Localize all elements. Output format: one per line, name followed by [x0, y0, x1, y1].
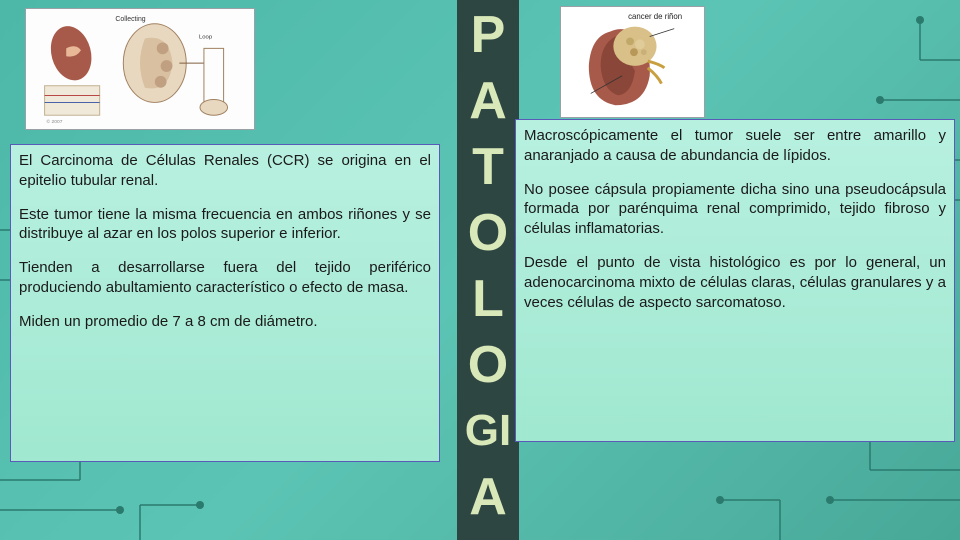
paragraph: Desde el punto de vista histológico es p… — [524, 253, 946, 312]
paragraph: Tienden a desarrollarse fuera del tejido… — [19, 258, 431, 298]
svg-text:cancer de riñon: cancer de riñon — [628, 12, 682, 21]
kidney-diagram-image: © 2007 Collecting Loop — [25, 8, 255, 130]
svg-text:Collecting: Collecting — [115, 16, 145, 23]
center-letter: O — [468, 200, 508, 266]
center-letter: GI — [465, 398, 511, 464]
paragraph: Miden un promedio de 7 a 8 cm de diámetr… — [19, 312, 431, 332]
svg-text:© 2007: © 2007 — [47, 118, 63, 125]
paragraph: Este tumor tiene la misma frecuencia en … — [19, 205, 431, 245]
center-title-bar: P A T O L O GI A — [457, 0, 519, 540]
svg-text:Loop: Loop — [199, 35, 213, 41]
center-letter: P — [471, 2, 506, 68]
right-text-panel: Macroscópicamente el tumor suele ser ent… — [515, 119, 955, 442]
center-letter: A — [469, 464, 507, 530]
center-letter: L — [472, 266, 504, 332]
paragraph: El Carcinoma de Células Renales (CCR) se… — [19, 151, 431, 191]
center-letter: T — [472, 134, 504, 200]
kidney-cancer-image: cancer de riñon — [560, 6, 705, 118]
paragraph: Macroscópicamente el tumor suele ser ent… — [524, 126, 946, 166]
center-letter: A — [469, 68, 507, 134]
paragraph: No posee cápsula propiamente dicha sino … — [524, 180, 946, 239]
center-letter: O — [468, 332, 508, 398]
left-text-panel: El Carcinoma de Células Renales (CCR) se… — [10, 144, 440, 462]
